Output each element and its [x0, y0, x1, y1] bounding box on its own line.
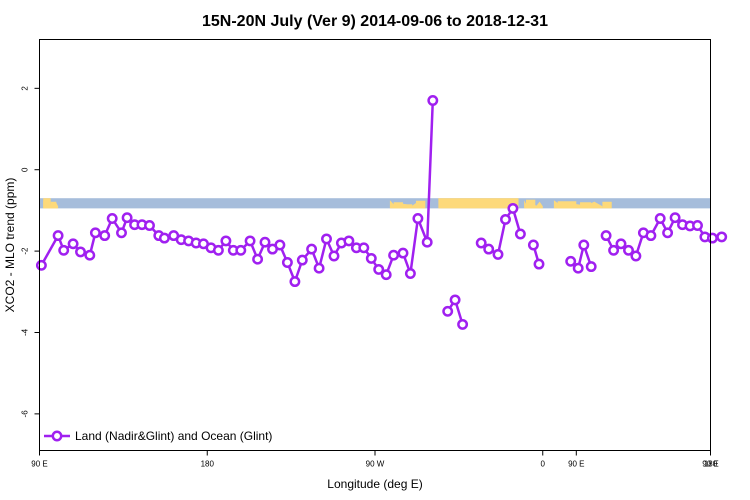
- land-patch: [50, 201, 57, 209]
- data-point: [475, 237, 487, 249]
- x-tick-label: 0: [541, 460, 546, 469]
- data-point: [507, 202, 519, 214]
- land-patch: [438, 198, 519, 209]
- data-point: [662, 227, 674, 239]
- data-point: [121, 212, 133, 224]
- y-axis: 2 0 -2 -4 -6: [21, 86, 40, 418]
- y-axis-label: XCO2 - MLO trend (ppm): [3, 178, 17, 313]
- data-point: [572, 262, 584, 274]
- y-tick-label: -4: [21, 328, 30, 336]
- ocean-band: [39, 198, 711, 209]
- data-point: [84, 249, 96, 261]
- data-point: [252, 253, 264, 265]
- data-point: [158, 232, 170, 244]
- data-point: [244, 235, 256, 247]
- land-patch: [602, 201, 612, 209]
- data-point: [89, 227, 101, 239]
- data-point: [373, 263, 385, 275]
- data-point: [58, 244, 70, 256]
- x-axis: 90 E 180 90 W 0 90 E90 E 180: [31, 450, 719, 469]
- data-point: [306, 243, 318, 255]
- data-point: [235, 244, 247, 256]
- data-point: [259, 236, 271, 248]
- x-tick-label: 180: [704, 460, 718, 469]
- data-point: [289, 276, 301, 288]
- legend: Land (Nadir&Glint) and Ocean (Glint): [44, 429, 272, 443]
- land-patch: [580, 202, 592, 209]
- chart-title: 15N-20N July (Ver 9) 2014-09-06 to 2018-…: [202, 13, 548, 30]
- land-patch: [43, 198, 51, 209]
- x-tick-label: 180: [201, 460, 215, 469]
- data-point: [296, 254, 308, 266]
- data-point: [578, 239, 590, 251]
- x-axis-label: Longitude (deg E): [327, 477, 422, 491]
- data-point: [492, 248, 504, 260]
- data-point: [427, 95, 439, 106]
- data-point: [388, 249, 400, 261]
- data-point: [365, 252, 377, 264]
- data-point: [116, 227, 127, 239]
- y-tick-label: 2: [21, 86, 30, 91]
- data-point: [585, 261, 597, 273]
- data-point: [75, 246, 86, 258]
- land-shape: [553, 200, 603, 209]
- x-tick-label: 90 E: [31, 460, 47, 469]
- x-tick-label: 90 E: [702, 460, 718, 469]
- land-shape: [43, 200, 59, 209]
- land-ocean-band: [39, 198, 711, 209]
- data-point: [358, 242, 370, 254]
- data-point: [106, 213, 118, 224]
- data-point: [457, 318, 469, 330]
- data-point: [99, 230, 111, 242]
- data-point: [669, 212, 681, 224]
- data-point: [692, 220, 703, 231]
- data-point: [321, 233, 332, 245]
- data-point: [645, 230, 657, 242]
- y-tick-label: -6: [21, 410, 30, 418]
- series-group: [35, 95, 728, 330]
- data-point: [380, 269, 392, 281]
- land-shape: [524, 200, 543, 209]
- data-point: [449, 294, 461, 306]
- data-point: [67, 238, 79, 250]
- data-point: [397, 247, 409, 259]
- legend-marker: [51, 430, 63, 442]
- x-tick-label: 90 E: [568, 460, 584, 469]
- data-point: [220, 235, 232, 247]
- data-point: [706, 232, 718, 244]
- data-point: [630, 250, 642, 262]
- data-point: [608, 244, 620, 256]
- data-point: [527, 239, 539, 251]
- data-point: [533, 258, 545, 270]
- y-tick-label: -2: [21, 247, 30, 255]
- data-point: [565, 255, 577, 267]
- data-point: [483, 243, 495, 255]
- data-point: [716, 231, 728, 243]
- data-point: [615, 238, 627, 250]
- data-point: [274, 239, 286, 251]
- data-point: [281, 257, 293, 268]
- data-point: [514, 228, 526, 240]
- y-tick-label: 0: [21, 167, 30, 172]
- data-point: [328, 250, 340, 262]
- data-point: [500, 213, 511, 225]
- data-point: [343, 235, 355, 247]
- data-point: [212, 244, 224, 256]
- data-point: [654, 213, 666, 224]
- data-point: [35, 259, 47, 271]
- data-point: [404, 268, 416, 279]
- data-point: [442, 305, 454, 317]
- data-point: [623, 244, 634, 256]
- data-point: [421, 236, 433, 248]
- data-point: [412, 213, 424, 224]
- data-point: [52, 230, 64, 242]
- legend-label: Land (Nadir&Glint) and Ocean (Glint): [75, 429, 272, 443]
- land-shape: [389, 200, 424, 209]
- data-point: [313, 262, 325, 274]
- data-point: [144, 220, 155, 231]
- data-point: [600, 230, 612, 242]
- x-tick-label: 90 W: [366, 460, 385, 469]
